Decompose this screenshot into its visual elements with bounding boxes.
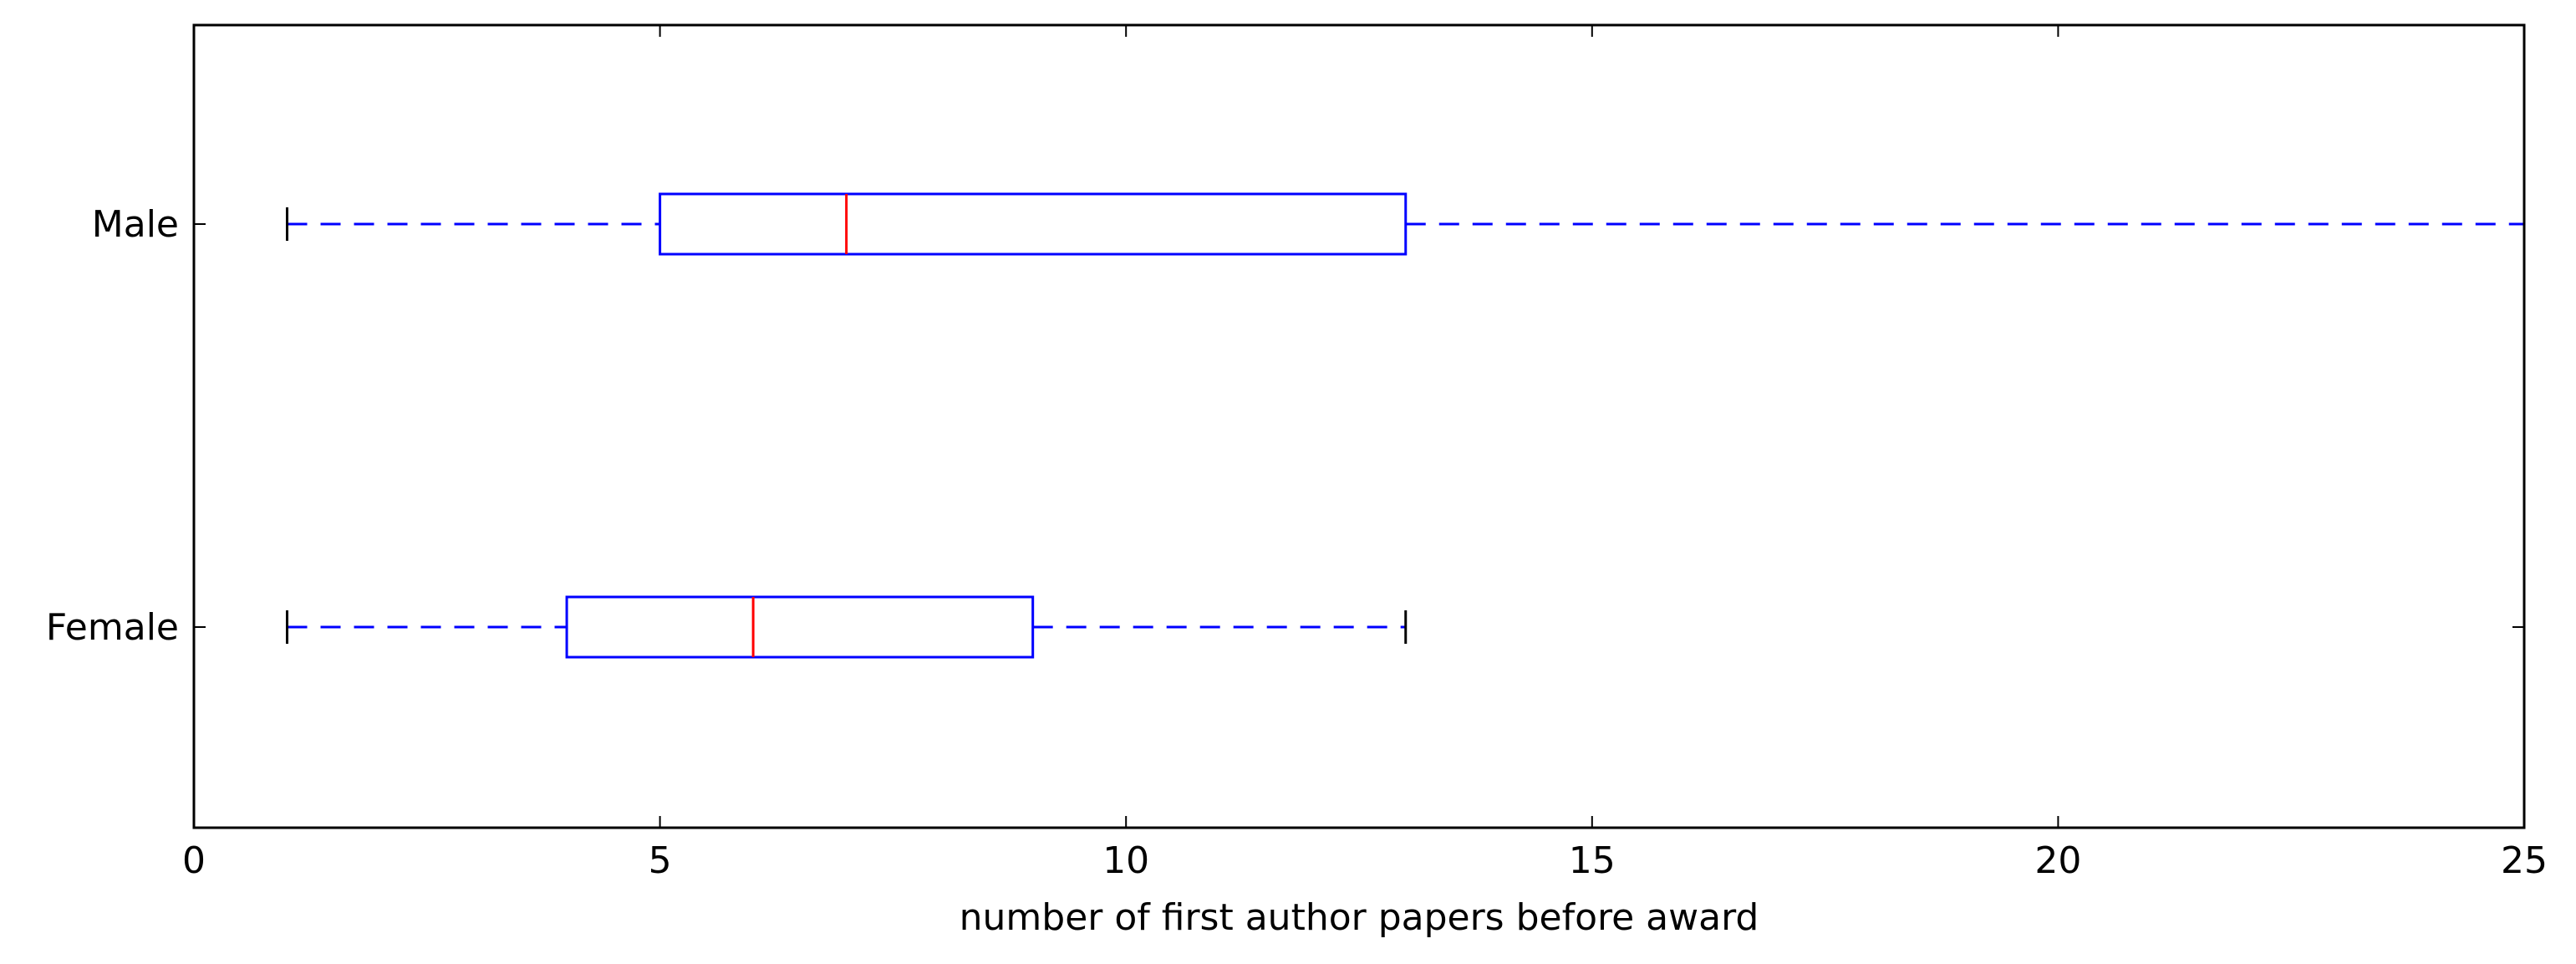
boxes <box>286 192 2526 659</box>
y-category-label: Female <box>46 606 179 649</box>
x-tick-label: 20 <box>2034 839 2081 882</box>
plot-frame <box>192 23 2526 829</box>
x-tick-label: 25 <box>2501 839 2548 882</box>
x-tick-label: 5 <box>649 839 672 882</box>
y-category-labels: Female Male <box>46 203 179 649</box>
plot-area <box>194 25 2524 828</box>
box-group <box>286 192 2526 256</box>
x-tick-label: 15 <box>1569 839 1616 882</box>
x-tick-labels: 0 5 10 15 20 25 <box>182 839 2548 882</box>
box-group <box>286 595 1408 659</box>
x-tick-label: 10 <box>1102 839 1149 882</box>
y-category-label: Male <box>92 203 179 246</box>
x-axis-label: number of first author papers before awa… <box>960 896 1759 939</box>
iqr-box <box>659 192 1408 256</box>
iqr-box <box>565 595 1035 659</box>
x-tick-label: 0 <box>182 839 206 882</box>
